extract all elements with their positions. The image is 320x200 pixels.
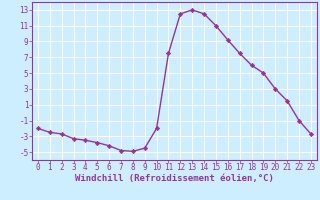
X-axis label: Windchill (Refroidissement éolien,°C): Windchill (Refroidissement éolien,°C) [75, 174, 274, 183]
